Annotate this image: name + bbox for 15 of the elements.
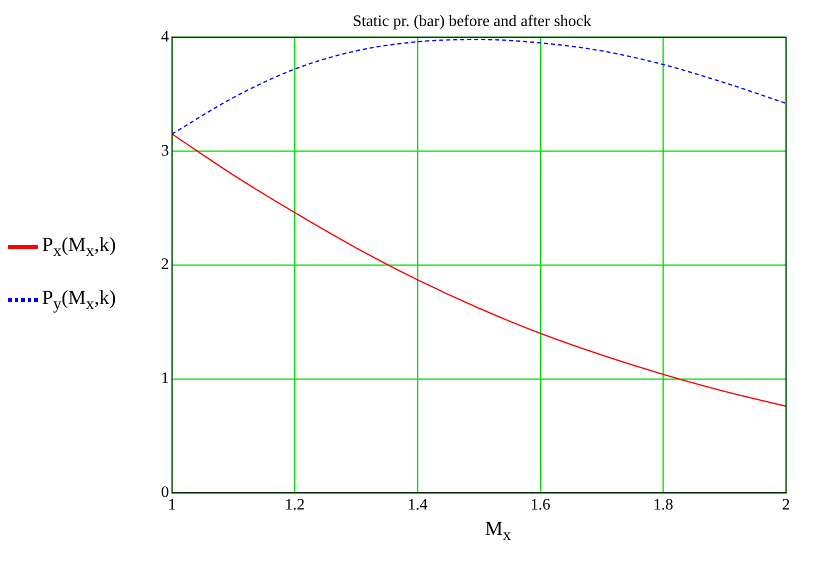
x-axis-title: M$_{x}$ (484, 518, 512, 545)
x-tick-label: 1.6 (530, 496, 550, 514)
x-tick-label: 1.8 (653, 496, 674, 514)
y-tick-label: 0 (161, 484, 169, 502)
x-tick-label: 1.2 (284, 496, 305, 514)
y-tick-label: 2 (161, 256, 169, 274)
y-tick-label: 3 (161, 142, 169, 160)
legend-label: P$_{x}$(M$_{x}$,k) (42, 234, 116, 260)
chart-title: Static pr. (bar) before and after shock (352, 12, 592, 30)
line-series (172, 133, 786, 407)
y-tick-label: 4 (161, 28, 169, 46)
x-tick-label: 2 (782, 496, 790, 514)
legend-label: P$_{y}$(M$_{x}$,k) (42, 286, 116, 314)
y-tick-label: 1 (161, 370, 169, 388)
x-tick-label: 1.4 (408, 496, 428, 514)
